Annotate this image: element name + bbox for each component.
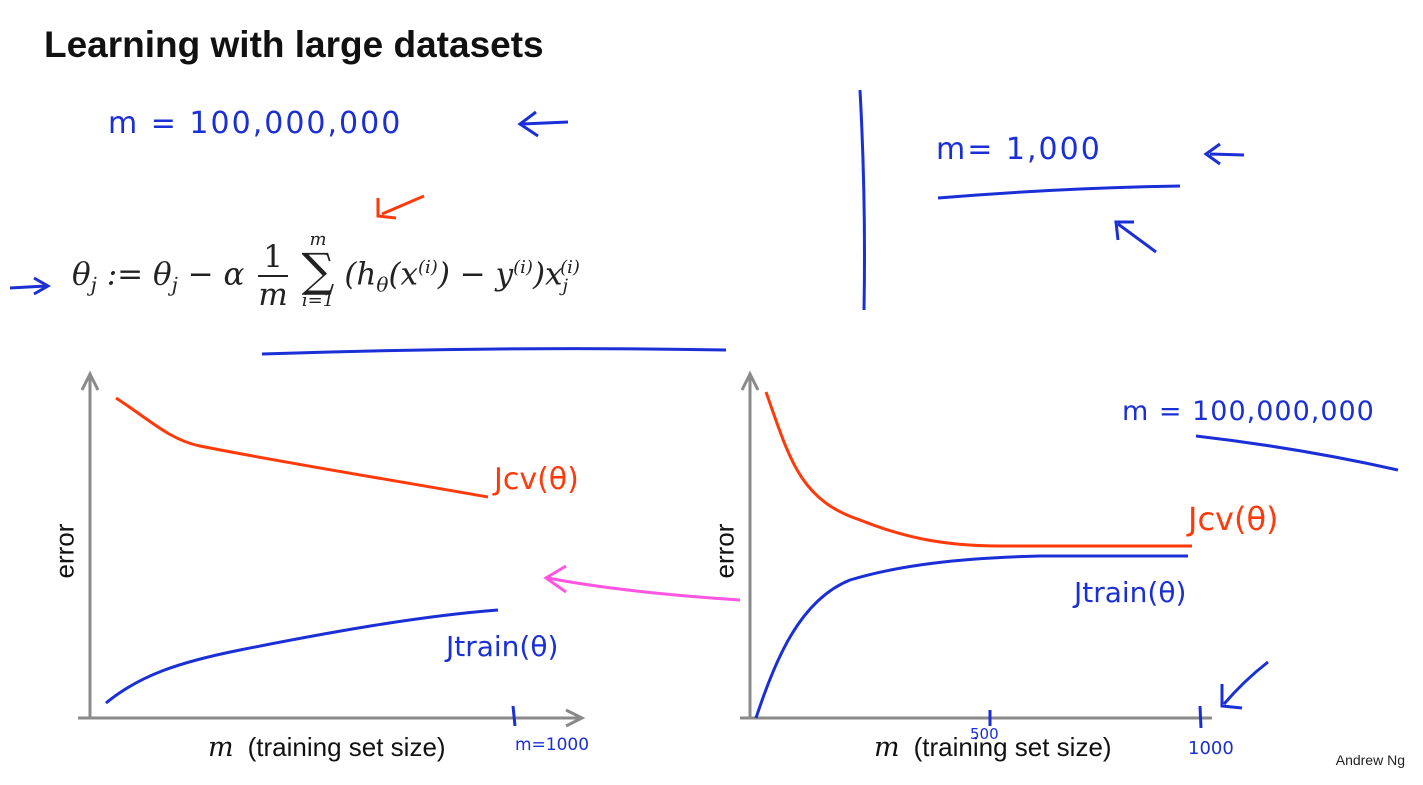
update-rule-equation: θj := θj − α 1 m m ∑ i=1 (hθ(x(i)) − y(i… xyxy=(72,229,580,313)
right-train-curve xyxy=(754,554,1188,719)
left-train-curve xyxy=(105,608,499,705)
right-x-tick-500: 500 xyxy=(970,725,999,743)
red-arrow-icon xyxy=(376,194,425,220)
m-large-note: m = 100,000,000 xyxy=(108,106,403,141)
left-x-tick-note: m=1000 xyxy=(515,735,590,755)
arrow-up-left-icon xyxy=(1114,220,1157,254)
right-annotation: m = 100,000,000 xyxy=(1122,396,1375,427)
left-y-label: error xyxy=(49,523,80,579)
left-cv-label: Jcv(θ) xyxy=(494,462,579,497)
left-x-var: m xyxy=(208,732,234,763)
equation-underline xyxy=(261,347,727,356)
right-y-label: error xyxy=(709,523,740,579)
right-x-tick-1000 xyxy=(1198,705,1203,729)
underline xyxy=(937,184,1181,200)
left-train-label: Jtrain(θ) xyxy=(446,630,559,663)
left-x-tick xyxy=(511,705,517,727)
right-x-var: m xyxy=(874,732,900,763)
implies-arrow-icon xyxy=(9,276,52,296)
arrow-left-icon xyxy=(517,110,569,138)
arrow-left-icon xyxy=(1203,142,1245,166)
right-train-label: Jtrain(θ) xyxy=(1074,576,1187,609)
right-x-tick-1000: 1000 xyxy=(1188,738,1234,759)
pink-arrow-icon xyxy=(543,564,741,602)
divider-line xyxy=(858,89,866,311)
slide-title: Learning with large datasets xyxy=(44,24,544,65)
right-cv-curve xyxy=(764,391,1192,548)
left-x-text: (training set size) xyxy=(247,732,446,762)
right-x-label: m (training set size) xyxy=(874,732,1112,763)
annotation-underline xyxy=(1195,434,1399,472)
left-x-label: m (training set size) xyxy=(208,732,446,763)
arrow-down-left-icon xyxy=(1220,660,1269,710)
right-cv-label: Jcv(θ) xyxy=(1188,500,1279,538)
left-cv-curve xyxy=(115,396,489,499)
m-small-note: m= 1,000 xyxy=(936,132,1102,167)
author-credit: Andrew Ng xyxy=(1335,752,1405,768)
right-x-text: (training set size) xyxy=(913,732,1112,762)
